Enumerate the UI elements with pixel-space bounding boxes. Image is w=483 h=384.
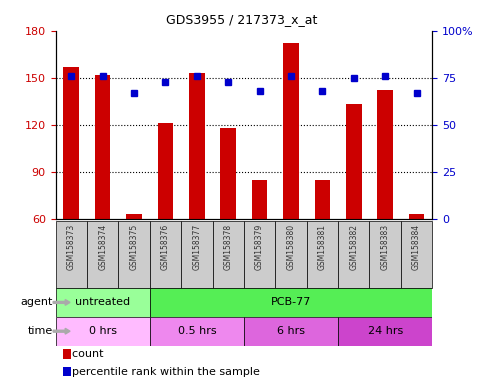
Bar bbox=[338, 317, 432, 346]
Bar bbox=[56, 288, 150, 317]
Text: 0 hrs: 0 hrs bbox=[89, 326, 116, 336]
Bar bbox=[377, 90, 393, 219]
Text: PCB-77: PCB-77 bbox=[271, 297, 311, 308]
Bar bbox=[409, 214, 425, 219]
Text: GSM158376: GSM158376 bbox=[161, 224, 170, 270]
Bar bbox=[369, 221, 401, 288]
Text: GSM158379: GSM158379 bbox=[255, 224, 264, 270]
Bar bbox=[220, 128, 236, 219]
Text: untreated: untreated bbox=[75, 297, 130, 308]
Text: GSM158380: GSM158380 bbox=[286, 224, 296, 270]
Text: 24 hrs: 24 hrs bbox=[368, 326, 403, 336]
Bar bbox=[150, 288, 432, 317]
Text: agent: agent bbox=[21, 297, 53, 308]
Bar bbox=[63, 67, 79, 219]
Bar bbox=[56, 221, 87, 288]
Bar bbox=[95, 74, 111, 219]
Bar bbox=[283, 43, 299, 219]
Text: 6 hrs: 6 hrs bbox=[277, 326, 305, 336]
Bar bbox=[244, 221, 275, 288]
Text: 0.5 hrs: 0.5 hrs bbox=[178, 326, 216, 336]
Bar bbox=[244, 317, 338, 346]
Text: GSM158384: GSM158384 bbox=[412, 224, 421, 270]
Bar bbox=[118, 221, 150, 288]
Text: GSM158383: GSM158383 bbox=[381, 224, 390, 270]
Text: GSM158375: GSM158375 bbox=[129, 224, 139, 270]
Bar bbox=[150, 221, 181, 288]
Bar bbox=[126, 214, 142, 219]
Bar bbox=[401, 221, 432, 288]
Text: GSM158378: GSM158378 bbox=[224, 224, 233, 270]
Bar bbox=[157, 123, 173, 219]
Bar bbox=[189, 73, 205, 219]
Bar bbox=[346, 104, 362, 219]
Bar bbox=[56, 317, 150, 346]
Text: GSM158377: GSM158377 bbox=[192, 224, 201, 270]
Bar bbox=[181, 221, 213, 288]
Bar bbox=[307, 221, 338, 288]
Bar bbox=[314, 180, 330, 219]
Text: GSM158374: GSM158374 bbox=[98, 224, 107, 270]
Text: GSM158373: GSM158373 bbox=[67, 224, 76, 270]
Bar bbox=[252, 180, 268, 219]
Text: percentile rank within the sample: percentile rank within the sample bbox=[65, 367, 260, 377]
Text: GSM158381: GSM158381 bbox=[318, 224, 327, 270]
Text: GDS3955 / 217373_x_at: GDS3955 / 217373_x_at bbox=[166, 13, 317, 26]
Bar bbox=[87, 221, 118, 288]
Text: GSM158382: GSM158382 bbox=[349, 224, 358, 270]
Bar bbox=[213, 221, 244, 288]
Bar bbox=[338, 221, 369, 288]
Bar bbox=[150, 317, 244, 346]
Bar bbox=[275, 221, 307, 288]
Text: time: time bbox=[28, 326, 53, 336]
Text: count: count bbox=[65, 349, 104, 359]
